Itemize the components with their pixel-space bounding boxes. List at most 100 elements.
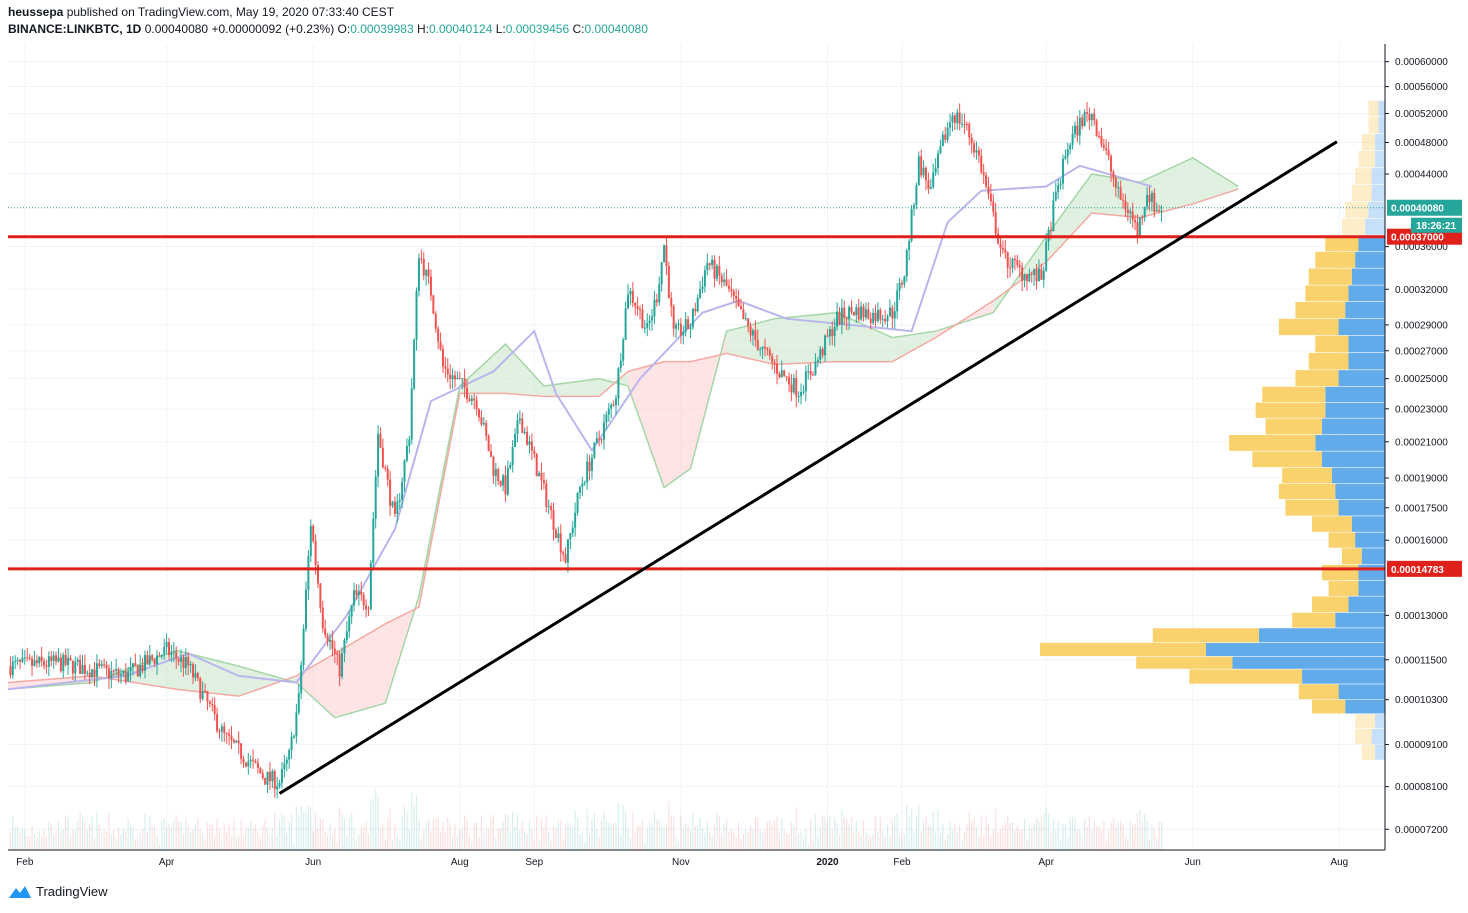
volume-bar [1002,825,1004,850]
volume-bar [956,832,958,850]
candle-body [444,366,447,369]
candle-body [244,762,247,767]
volume-bar [1019,830,1021,850]
volume-bar [370,800,372,850]
volume-bar [749,825,752,850]
vp-sell-bar [1325,235,1359,252]
candle-body [413,339,416,389]
volume-bar [194,824,197,850]
volume-bar [531,828,533,850]
volume-bar [379,827,382,850]
volume-bar [995,808,997,850]
volume-bar [576,817,579,850]
candle-body [610,404,613,409]
volume-bar [697,824,699,850]
candle-body [562,552,565,555]
vp-buy-bar [1351,268,1385,285]
candle-body [963,123,966,125]
candle-body [264,778,267,785]
vp-buy-bar [1335,612,1385,628]
volume-bar [120,834,122,850]
vp-buy-bar [1348,352,1385,370]
time-tick-label: Aug [451,857,469,868]
candle-body [504,475,507,495]
volume-bar [149,815,151,850]
candle-body [177,658,180,662]
volume-bar [593,812,595,850]
volume-bar [747,832,749,850]
candle-body [105,664,108,668]
candle-body [1105,147,1108,151]
vp-sell-bar [1358,150,1376,168]
volume-bar [105,831,108,850]
author-name[interactable]: heussepa [8,5,64,19]
candle-body [362,594,365,606]
price-tick-label: 0.00056000 [1395,82,1448,93]
volume-bar [432,819,434,850]
candle-body [682,331,685,336]
candle-body [816,360,819,363]
candle-body [1095,120,1098,137]
candle-body [127,671,130,682]
candle-body [1100,136,1103,145]
volume-bar [896,813,898,850]
volume-bar [725,819,728,850]
candle-body [723,279,726,283]
volume-bar [137,836,139,850]
candle-body [230,735,233,740]
candle-body [62,654,65,672]
tradingview-footer[interactable]: TradingView [8,884,108,899]
volume-bar [319,818,322,850]
candle-body [1011,258,1014,268]
volume-bar [93,838,96,850]
volume-bar [858,831,860,850]
volume-bar [625,811,627,850]
candle-body [74,661,77,674]
volume-bar [166,826,168,850]
volume-bar [658,818,660,850]
volume-bar [536,815,538,850]
candle-body [208,701,211,704]
volume-bar [682,829,684,850]
volume-bar [113,830,115,850]
candle-body [864,309,867,318]
volume-bar [1028,825,1030,850]
candle-body [485,423,488,437]
candle-body [672,306,675,329]
candle-body [242,759,245,763]
candle-body [934,167,937,173]
candle-body [898,282,901,291]
volume-bar [761,833,764,850]
candle-body [845,318,848,320]
candle-body [470,398,473,402]
candle-body [879,309,882,320]
candle-body [405,445,408,461]
volume-bar [156,836,158,850]
candle-body [232,739,235,743]
volume-bar [701,827,704,850]
candle-body [730,288,733,291]
volume-bar [1091,829,1093,850]
candle-body [706,263,709,271]
price-tick-label: 0.00009100 [1395,740,1448,751]
candle-body [131,663,134,668]
candle-body [345,631,348,641]
volume-bar [538,840,540,850]
candle-body [1004,249,1007,253]
volume-bar [300,805,302,850]
candle-body [168,642,171,655]
volume-bar [1103,821,1105,850]
volume-bar [649,822,651,850]
candle-body [456,377,459,380]
volume-bar [21,828,24,850]
volume-bar [699,818,701,850]
vp-buy-bar [1375,150,1385,168]
volume-bar [617,802,619,850]
volume-bar [1038,820,1040,850]
trendline [278,140,1338,795]
vp-sell-bar [1312,516,1352,532]
candle-body [367,609,370,611]
candle-body [569,533,572,540]
volume-bar [612,823,615,850]
